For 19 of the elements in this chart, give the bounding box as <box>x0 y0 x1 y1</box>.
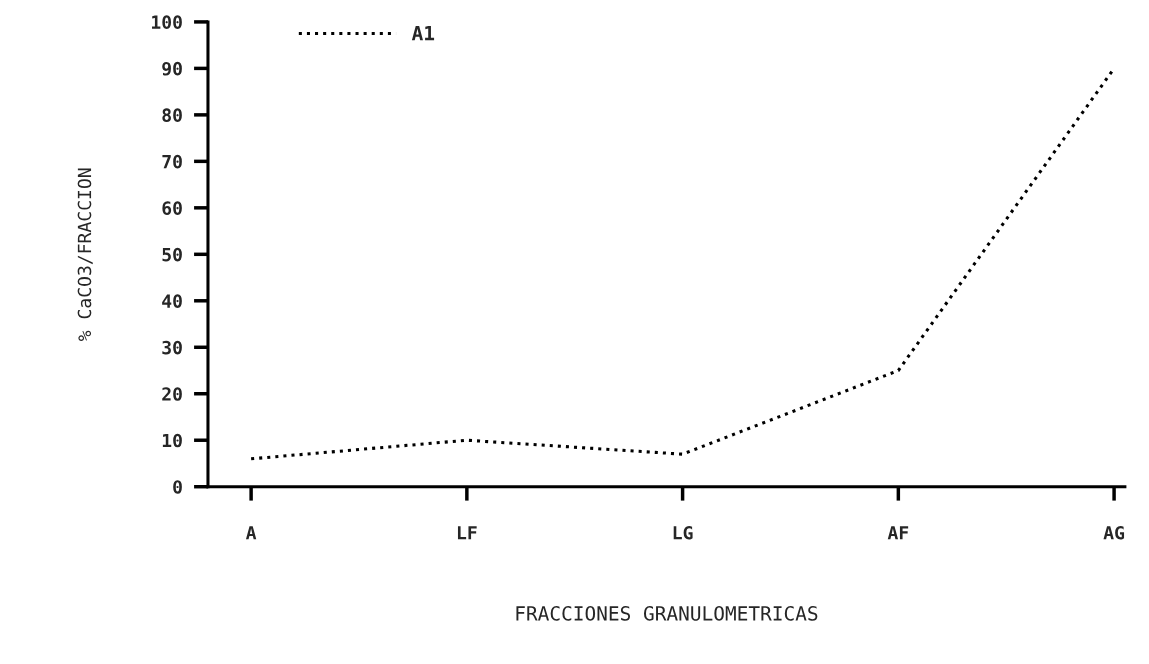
y-axis-title: % CaCO3/FRACCION <box>77 168 93 341</box>
y-tick-label: 60 <box>162 201 182 215</box>
y-tick-label: 40 <box>162 294 182 308</box>
y-tick-label: 50 <box>162 247 182 262</box>
x-tick-label: LF <box>457 526 477 540</box>
x-tick-label: LG <box>673 525 693 540</box>
text: A1 <box>411 26 435 41</box>
y-tick-label: 20 <box>162 387 182 401</box>
x-axis-title: FRACCIONES GRANULOMETRICAS <box>516 606 818 621</box>
y-tick-label: 90 <box>162 61 182 76</box>
y-tick-label: 70 <box>162 154 182 169</box>
y-tick-label: 10 <box>162 433 182 448</box>
x-tick-label: AG <box>1103 525 1125 540</box>
y-tick-label: 0 <box>173 480 182 494</box>
y-tick-label: 80 <box>162 108 182 122</box>
y-tick-label: 30 <box>162 340 182 355</box>
x-tick-label: A <box>245 526 257 540</box>
y-tick-label: 100 <box>152 15 182 30</box>
x-tick-label: AF <box>887 526 909 540</box>
